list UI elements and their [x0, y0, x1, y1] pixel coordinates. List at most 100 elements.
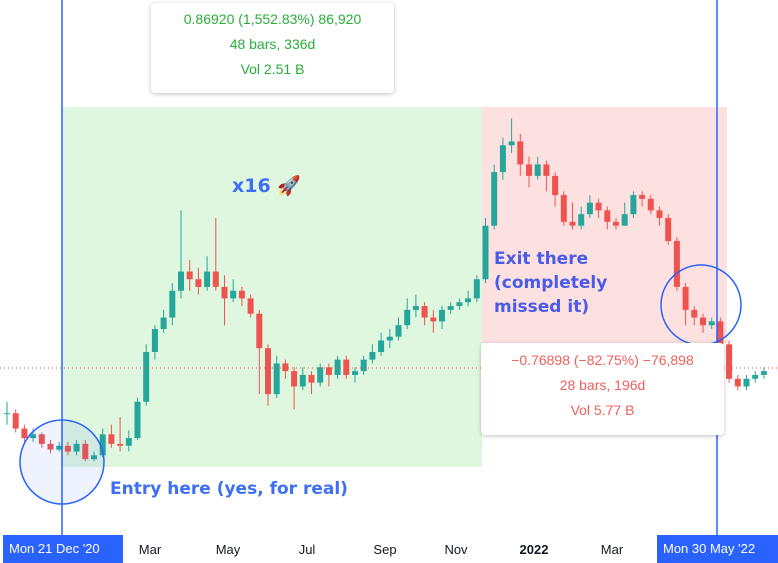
- candle-down: [656, 210, 663, 219]
- candle-up: [151, 329, 158, 352]
- candle-down: [717, 321, 724, 345]
- x-tick-label: Jul: [298, 542, 316, 557]
- candle-down: [700, 317, 706, 326]
- candle-down: [265, 348, 271, 395]
- candle-up: [491, 172, 498, 226]
- candle-up: [134, 401, 141, 439]
- candle-up: [369, 351, 376, 360]
- candle-down: [430, 317, 437, 322]
- short-tooltip-change: −0.76898 (−82.75%) −76,898: [511, 352, 694, 368]
- candle-down: [734, 378, 741, 387]
- candle-up: [169, 290, 176, 318]
- candle-up: [708, 321, 715, 326]
- candle-up: [534, 164, 541, 176]
- candle-down: [282, 363, 289, 372]
- x-tick-label-year: 2022: [519, 542, 549, 557]
- candle-up: [508, 141, 515, 146]
- candle-down: [308, 374, 315, 383]
- candle-down: [291, 371, 298, 387]
- candle-up: [743, 378, 750, 387]
- candle-up: [447, 306, 454, 310]
- entry-circle: [19, 419, 105, 505]
- x16-annotation: x16 🚀: [232, 175, 301, 197]
- candle-up: [482, 225, 489, 280]
- exit-annotation-line-3: missed it): [494, 297, 590, 317]
- candle-up: [178, 271, 184, 291]
- candle-up: [760, 371, 767, 375]
- long-tooltip-change: 0.86920 (1,552.83%) 86,920: [183, 11, 362, 27]
- candle-down: [552, 175, 559, 196]
- short-position-tooltip: −0.76898 (−82.75%) −76,898 28 bars, 196d…: [481, 343, 724, 435]
- candle-down: [613, 221, 619, 226]
- candle-up: [586, 202, 593, 215]
- candle-down: [647, 198, 654, 211]
- candle-up: [317, 367, 324, 383]
- candle-down: [221, 286, 228, 299]
- candle-up: [73, 443, 80, 452]
- candle-down: [117, 443, 124, 446]
- entry-date-flag: Mon 21 Dec '20: [3, 535, 123, 563]
- candle-down: [38, 434, 45, 444]
- long-zone: [62, 107, 482, 467]
- candle-up: [412, 306, 419, 310]
- long-tooltip-volume: Vol 2.51 B: [240, 61, 305, 77]
- candle-down: [12, 413, 19, 429]
- candle-up: [125, 438, 132, 446]
- candle-up: [578, 214, 585, 226]
- candle-down: [673, 240, 680, 287]
- candle-up: [360, 359, 367, 372]
- candle-down: [526, 164, 532, 176]
- short-tooltip-bars: 28 bars, 196d: [559, 377, 646, 393]
- candle-down: [543, 164, 550, 176]
- exit-annotation: Exit there (completely missed it): [494, 247, 607, 319]
- candle-down: [517, 141, 524, 165]
- short-tooltip-volume: Vol 5.77 B: [570, 402, 635, 418]
- candle-up: [56, 445, 63, 450]
- candle-up: [352, 371, 358, 375]
- candle-down: [604, 210, 611, 222]
- candle-down: [560, 195, 567, 222]
- x-tick-label: Mar: [600, 542, 624, 557]
- x-tick-label: Nov: [444, 542, 468, 557]
- exit-date-flag: Mon 30 May '22: [657, 535, 778, 563]
- x-tick-label: May: [215, 542, 241, 557]
- candle-up: [752, 374, 759, 379]
- candle-down: [186, 271, 193, 280]
- candle-down: [21, 428, 28, 439]
- candle-down: [569, 221, 576, 226]
- candle-down: [64, 445, 71, 452]
- x-tick-label: Mar: [138, 542, 162, 557]
- long-tooltip-bars: 48 bars, 336d: [229, 36, 316, 52]
- candle-up: [378, 340, 385, 352]
- candle-up: [4, 413, 10, 415]
- long-position-tooltip: 0.86920 (1,552.83%) 86,920 48 bars, 336d…: [151, 3, 394, 93]
- candle-up: [204, 271, 211, 287]
- candle-down: [256, 313, 263, 349]
- candle-down: [682, 286, 689, 310]
- candle-up: [30, 434, 37, 439]
- candle-up: [91, 455, 97, 460]
- candle-down: [325, 367, 332, 375]
- candle-up: [630, 195, 637, 215]
- candle-down: [595, 202, 602, 211]
- exit-annotation-line-1: Exit there: [494, 249, 589, 269]
- candle-up: [621, 214, 628, 226]
- candle-down: [665, 218, 672, 241]
- candle-down: [343, 359, 350, 375]
- candle-down: [726, 344, 733, 379]
- candle-down: [421, 306, 428, 318]
- exit-annotation-line-2: (completely: [494, 273, 608, 293]
- candle-up: [334, 359, 341, 375]
- candle-up: [395, 325, 402, 337]
- candle-up: [273, 363, 280, 395]
- candle-down: [247, 298, 254, 314]
- candle-up: [456, 302, 463, 307]
- candle-up: [499, 145, 506, 173]
- candle-down: [212, 271, 219, 287]
- candle-down: [82, 443, 89, 460]
- candle-up: [99, 434, 106, 456]
- entry-annotation: Entry here (yes, for real): [110, 479, 348, 499]
- candle-down: [639, 195, 646, 199]
